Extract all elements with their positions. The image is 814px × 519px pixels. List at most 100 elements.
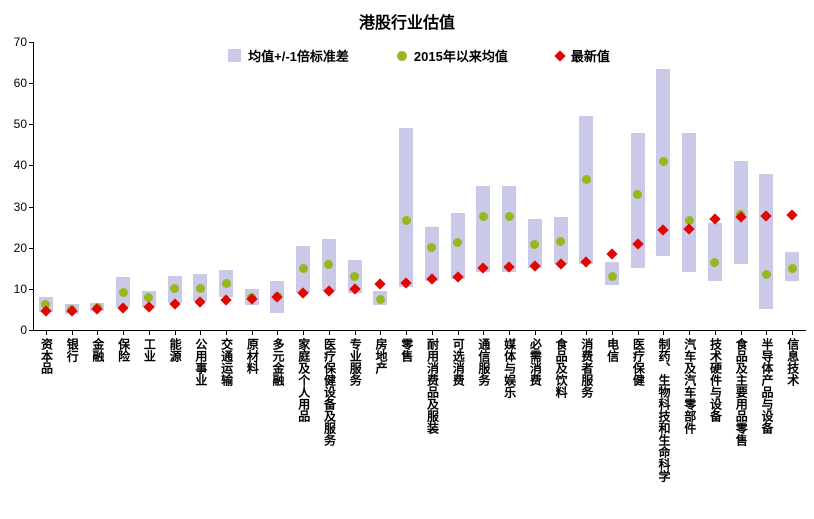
chart-legend: 均值+/-1倍标准差 2015年以来均值 最新值 <box>33 46 805 65</box>
x-axis-label: 多元金融 <box>271 338 286 386</box>
x-axis-label: 零售 <box>399 338 414 362</box>
stddev-band <box>707 223 722 281</box>
x-axis-label: 医疗保健设备及服务 <box>322 338 337 446</box>
legend-item-latest: 最新值 <box>554 46 610 65</box>
mean-dot <box>427 243 437 253</box>
legend-latest-label: 最新值 <box>570 49 610 64</box>
y-tick-label: 30 <box>13 199 27 214</box>
x-tick-mark <box>174 331 176 335</box>
x-axis-label: 保险 <box>116 338 131 362</box>
mean-dot <box>633 189 643 199</box>
mean-dot <box>41 299 51 309</box>
y-tick-label: 0 <box>20 323 27 337</box>
x-axis-label: 公用事业 <box>193 338 208 386</box>
x-tick-mark <box>689 331 691 335</box>
x-axis-label: 资本品 <box>39 338 54 374</box>
x-tick-mark <box>612 331 613 335</box>
x-axis-label: 技术硬件与设备 <box>708 338 723 422</box>
x-tick-mark <box>45 331 47 335</box>
mean-dot <box>324 260 334 270</box>
x-tick-mark <box>457 331 459 335</box>
y-tick-label: 40 <box>13 158 27 173</box>
y-tick-mark <box>29 206 33 208</box>
x-tick-mark <box>328 331 330 335</box>
mean-dot <box>375 294 385 304</box>
mean-dot <box>401 216 411 226</box>
x-tick-mark <box>251 331 253 335</box>
x-axis-label: 制药、生物科技和生命科学 <box>657 338 672 482</box>
y-tick-mark <box>29 330 33 331</box>
x-tick-mark <box>148 331 150 335</box>
x-axis-label: 能源 <box>168 338 183 362</box>
mean-dot <box>170 284 180 294</box>
x-tick-mark <box>380 331 382 335</box>
x-tick-mark <box>303 331 305 335</box>
stddev-band <box>424 227 439 281</box>
mean-dot <box>710 257 720 267</box>
mean-dot <box>298 263 308 273</box>
y-axis-line <box>33 42 34 330</box>
stddev-band <box>759 173 774 310</box>
mean-dot <box>350 272 360 281</box>
x-tick-mark <box>509 331 511 335</box>
x-tick-mark <box>560 331 562 335</box>
y-tick-label: 20 <box>13 240 27 255</box>
mean-dot <box>144 292 154 302</box>
chart-title: 港股行业估值 <box>358 15 455 32</box>
y-tick-mark <box>29 288 33 290</box>
x-axis-label: 食品及饮料 <box>554 338 569 398</box>
y-tick-label: 70 <box>13 35 27 49</box>
x-tick-mark <box>586 331 588 335</box>
x-tick-mark <box>97 331 99 335</box>
x-tick-mark <box>431 331 433 335</box>
x-axis-label: 电信 <box>605 338 620 362</box>
mean-dot <box>118 287 128 297</box>
mean-dot <box>504 212 514 222</box>
x-tick-mark <box>637 331 639 335</box>
stddev-band <box>682 132 697 273</box>
x-tick-mark <box>740 331 742 335</box>
x-axis-label: 通信服务 <box>476 338 491 386</box>
x-axis-label: 房地产 <box>373 338 388 374</box>
x-axis-label: 媒体与娱乐 <box>502 338 517 398</box>
mean-dot <box>658 156 668 166</box>
mean-dot <box>761 269 771 279</box>
stddev-band <box>630 132 645 269</box>
x-tick-mark <box>200 331 202 335</box>
y-tick-mark <box>29 42 33 43</box>
x-tick-mark <box>226 331 227 335</box>
mean-dot <box>787 263 797 273</box>
x-tick-mark <box>534 331 536 335</box>
x-axis-label: 金融 <box>90 338 105 362</box>
x-tick-mark <box>714 331 716 335</box>
x-axis-label: 耐用消费品及服装 <box>425 338 440 434</box>
y-tick-mark <box>29 124 33 126</box>
y-tick-label: 50 <box>13 117 27 132</box>
x-axis-label: 消费者服务 <box>579 338 594 398</box>
mean-dot <box>607 272 617 281</box>
latest-diamond <box>606 248 618 260</box>
x-axis-label: 信息技术 <box>785 338 800 386</box>
mean-dot <box>453 238 463 248</box>
mean-dot <box>478 212 488 222</box>
latest-diamond <box>786 209 798 221</box>
stddev-band <box>502 186 517 273</box>
x-axis-label: 可选消费 <box>451 338 466 386</box>
x-axis-label: 必需消费 <box>528 338 543 386</box>
y-tick-mark <box>29 247 33 249</box>
x-tick-mark <box>766 331 768 335</box>
x-axis-label: 食品及主要用品零售 <box>734 338 749 446</box>
band-swatch-icon <box>228 49 242 62</box>
mean-dot <box>221 279 231 289</box>
x-axis-label: 半导体产品与设备 <box>759 338 774 434</box>
y-tick-label: 10 <box>13 281 27 296</box>
y-tick-label: 60 <box>13 76 27 91</box>
mean-dot <box>581 175 591 185</box>
x-axis-label: 交通运输 <box>219 338 234 386</box>
legend-item-band: 均值+/-1倍标准差 <box>228 46 349 65</box>
mean-dot <box>556 237 566 247</box>
y-tick-mark <box>29 165 33 167</box>
x-tick-mark <box>663 331 665 335</box>
x-axis-label: 家庭及个人用品 <box>296 338 311 422</box>
stddev-band <box>399 128 414 287</box>
